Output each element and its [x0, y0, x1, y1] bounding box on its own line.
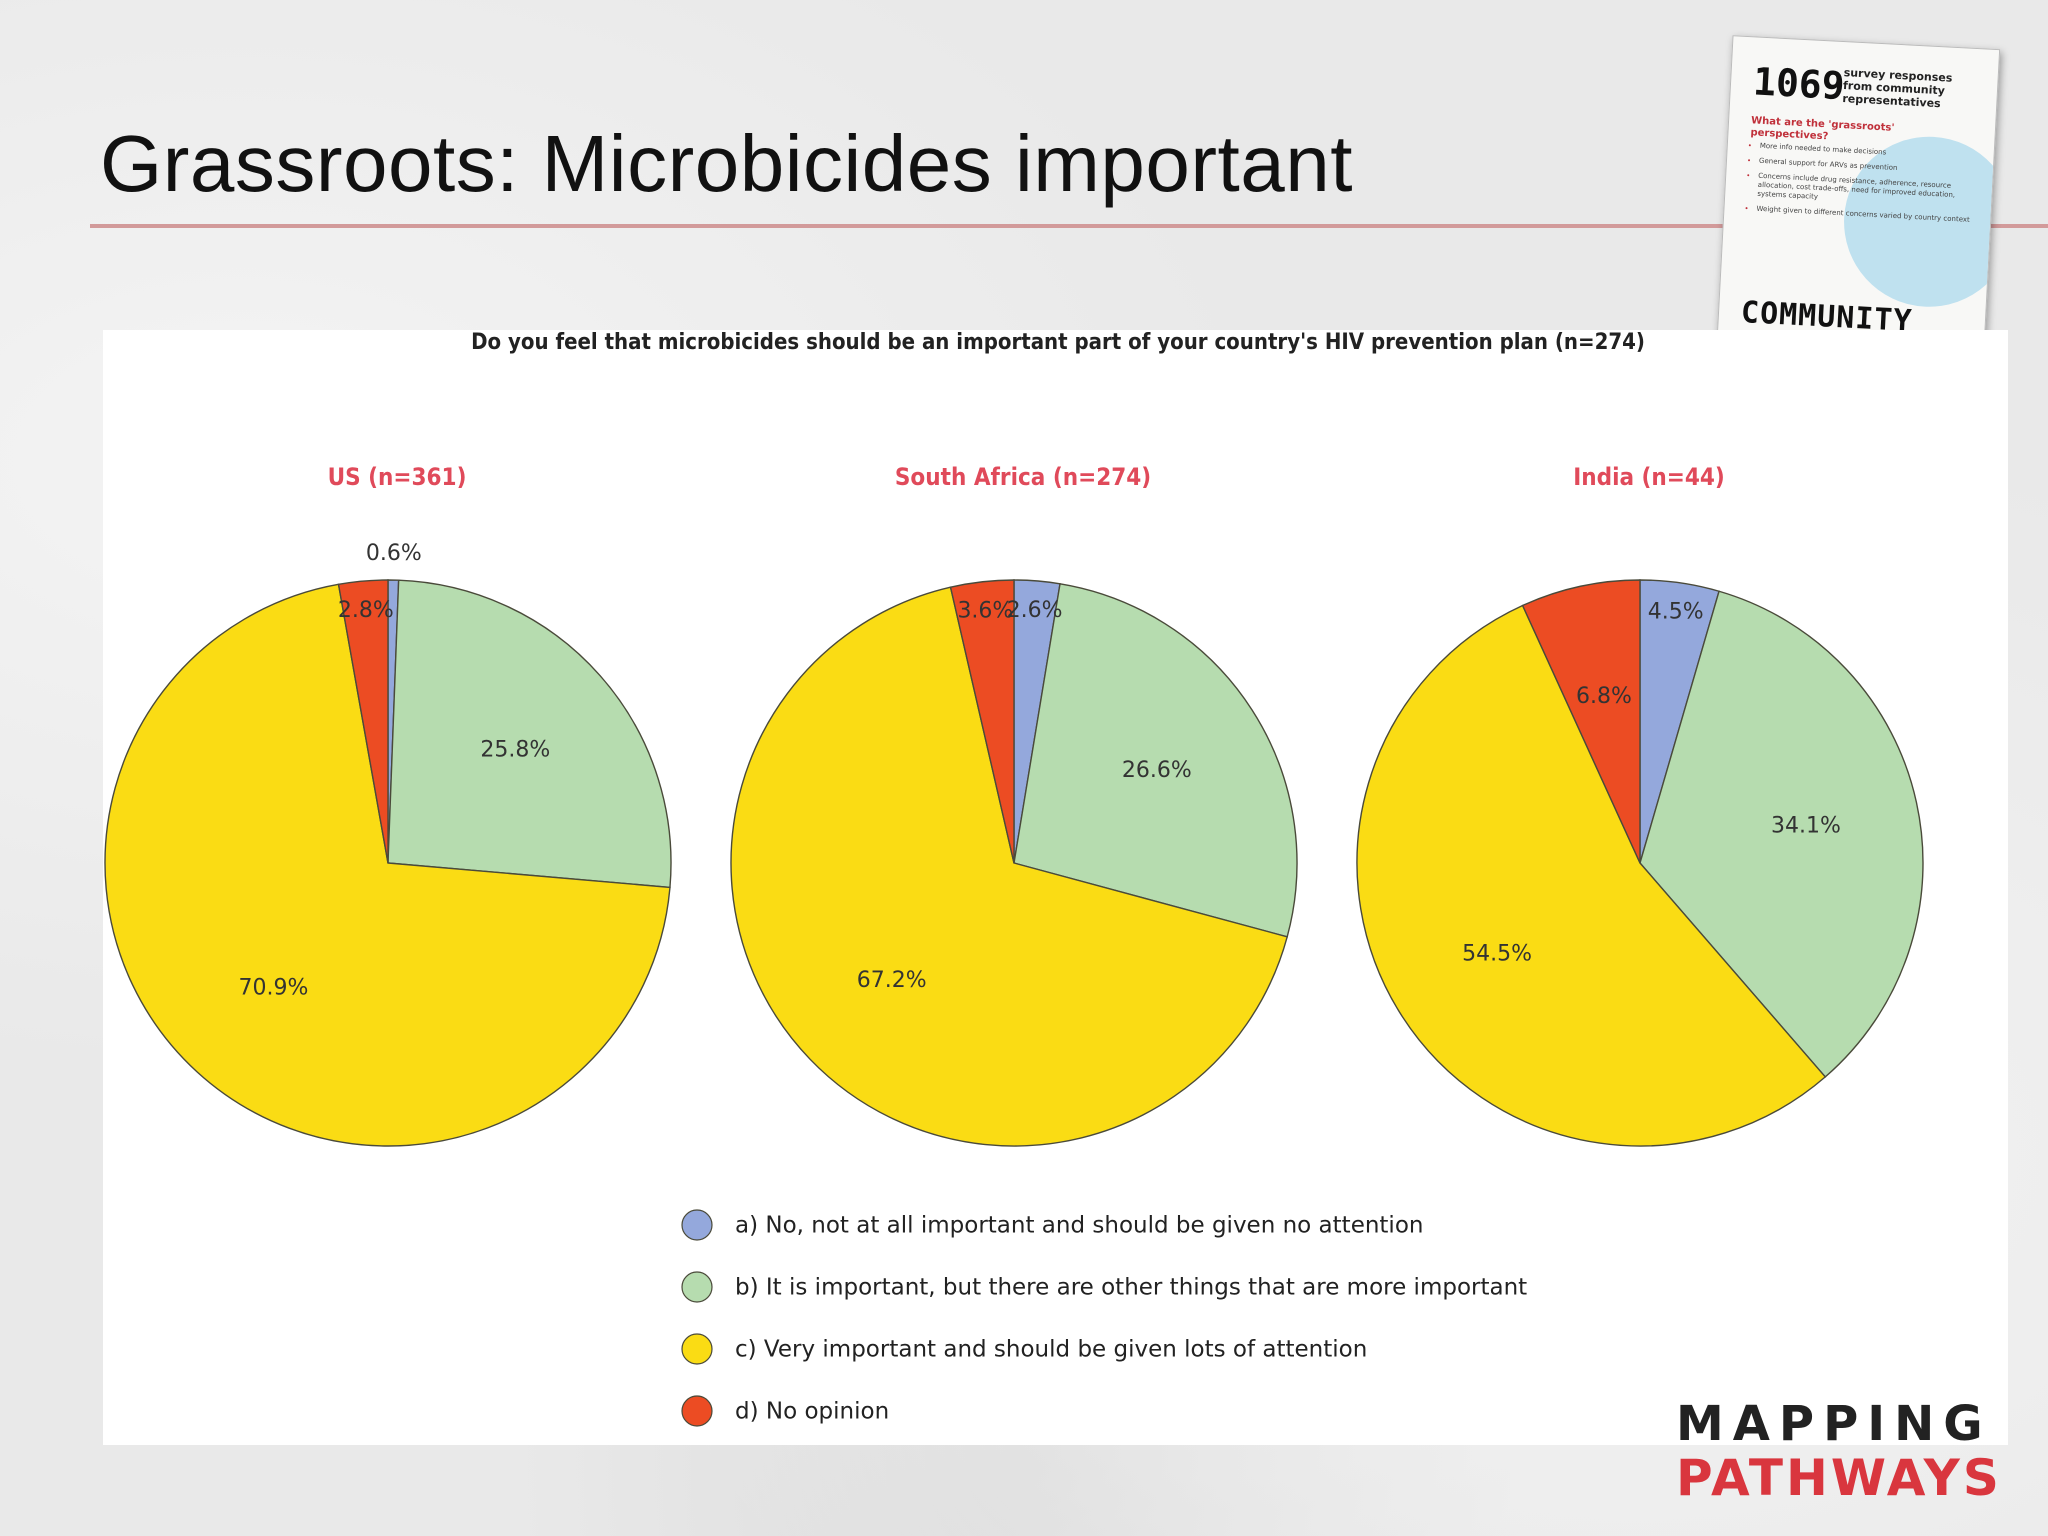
pie-slice-no-opinion — [949, 579, 1015, 864]
pie-title: South Africa (n=274) — [895, 463, 1151, 491]
title-divider — [90, 224, 2048, 228]
survey-summary-card: 1069 survey responses from community rep… — [1715, 35, 2001, 369]
slice-label: 2.8% — [338, 598, 394, 623]
legend-item-no-opinion: d) No opinion — [681, 1395, 889, 1427]
pie-title: India (n=44) — [1573, 463, 1725, 491]
slice-label: 3.6% — [957, 599, 1013, 624]
pie-slice-very-important — [104, 583, 671, 1147]
logo-line-mapping: MAPPING — [1676, 1396, 1992, 1452]
pie-chart: US (n=361) 0.6% 25.8% 70.9% 2.8% — [104, 463, 672, 1147]
pie-slice-no-opinion — [1521, 579, 1641, 864]
slice-label: 2.6% — [1007, 598, 1063, 623]
legend-label: a) No, not at all important and should b… — [735, 1213, 1423, 1239]
slice-label: 26.6% — [1122, 758, 1192, 783]
legend-label: c) Very important and should be given lo… — [735, 1337, 1367, 1363]
legend-swatch — [681, 1271, 713, 1303]
slide-title: Grassroots: Microbicides important — [100, 119, 1353, 208]
logo-line-pathways: PATHWAYS — [1676, 1449, 2002, 1507]
pie-slice-important-other — [387, 579, 672, 889]
legend-swatch — [681, 1333, 713, 1365]
pie-charts: Do you feel that microbicides should be … — [104, 330, 1924, 1427]
chart-panel: Do you feel that microbicides should be … — [103, 330, 2008, 1445]
slice-label: 70.9% — [238, 975, 308, 1000]
survey-bullet: Concerns include drug resistance, adhere… — [1757, 172, 1978, 210]
slice-label: 34.1% — [1771, 814, 1841, 839]
legend-label: d) No opinion — [735, 1399, 889, 1425]
survey-count: 1069 — [1752, 59, 1846, 109]
survey-bullets: More info needed to make decisions Gener… — [1738, 141, 1980, 231]
slice-label: 4.5% — [1648, 600, 1704, 625]
pie-chart: South Africa (n=274) 2.6% 26.6% 67.2% 3.6% — [730, 463, 1298, 1147]
legend-item-very-important: c) Very important and should be given lo… — [681, 1333, 1367, 1365]
pie-slice-important-other — [1639, 590, 1924, 1078]
legend-item-important-other: b) It is important, but there are other … — [681, 1271, 1527, 1303]
pie-title: US (n=361) — [328, 463, 467, 491]
pie-chart: India (n=44) 4.5% 34.1% 54.5% 6.8% — [1356, 463, 1924, 1147]
slice-label: 6.8% — [1576, 684, 1632, 709]
pie-group: US (n=361) 0.6% 25.8% 70.9% 2.8% South Africa… — [104, 463, 1924, 1147]
slice-label: 67.2% — [857, 968, 927, 993]
slice-label: 0.6% — [366, 541, 422, 566]
legend-swatch — [681, 1209, 713, 1241]
pie-slice-very-important — [1356, 604, 1827, 1147]
chart-title: Do you feel that microbicides should be … — [471, 330, 1645, 355]
slice-label: 25.8% — [480, 738, 550, 763]
legend-label: b) It is important, but there are other … — [735, 1275, 1527, 1301]
survey-caption: survey responses from community represen… — [1842, 66, 1953, 111]
legend-swatch — [681, 1395, 713, 1427]
legend: a) No, not at all important and should b… — [681, 1209, 1527, 1427]
slice-label: 54.5% — [1462, 942, 1532, 967]
pie-slice-very-important — [730, 586, 1289, 1147]
legend-item-no-attention: a) No, not at all important and should b… — [681, 1209, 1423, 1241]
mapping-pathways-logo: MAPPING PATHWAYS — [1676, 1398, 2016, 1506]
pie-slice-important-other — [1013, 582, 1298, 938]
pie-slice-no-opinion — [337, 579, 389, 864]
